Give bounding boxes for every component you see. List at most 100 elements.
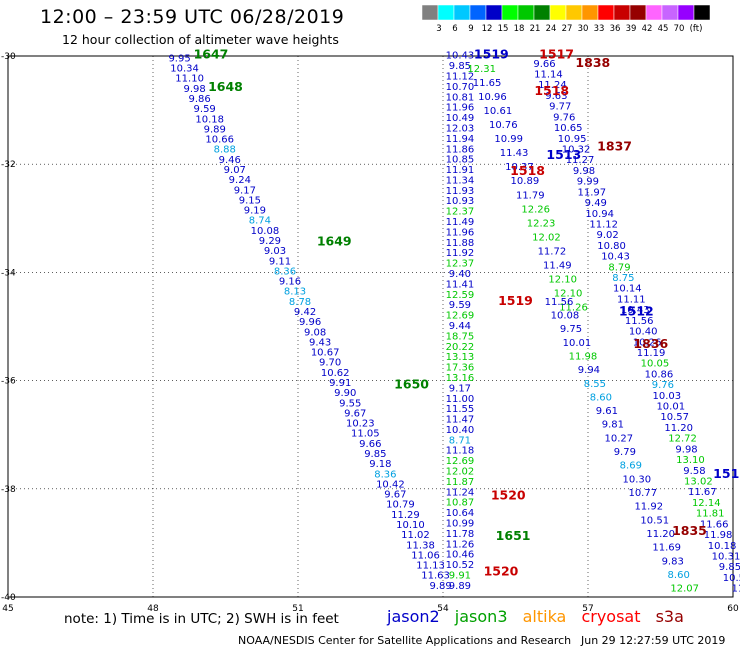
color-swatch (581, 4, 599, 21)
color-swatch (613, 4, 631, 21)
swh-value: 11.66 (700, 519, 729, 530)
swh-value: 9.44 (449, 321, 471, 332)
color-swatch (661, 4, 679, 21)
swh-value: 11.97 (578, 187, 607, 198)
swh-value: 11.81 (696, 509, 725, 520)
map-frame (7, 55, 734, 598)
swh-value: 8.79 (608, 262, 630, 273)
swh-value: 11.96 (446, 103, 475, 114)
color-swatch (597, 4, 615, 21)
swh-value: 9.59 (194, 104, 216, 115)
swh-value: 13.16 (446, 373, 475, 384)
swh-value: 10.96 (478, 92, 507, 103)
swh-value: 9.86 (189, 94, 211, 105)
swh-value: 12.03 (446, 123, 475, 134)
swh-value: 8.36 (274, 266, 296, 277)
color-scale-label: 6 (452, 24, 457, 34)
swh-value: 11.00 (446, 394, 475, 405)
lat-tick-label: -34 (1, 268, 16, 278)
swh-value: 9.42 (294, 307, 316, 318)
swh-value: 8.55 (584, 379, 606, 390)
lon-tick-label: 54 (437, 604, 449, 614)
swh-value: 10.43 (446, 51, 475, 62)
generated-timestamp: Jun 29 12:27:59 UTC 2019 (581, 634, 726, 647)
pass-time-label: 1836 (633, 336, 668, 351)
swh-value: 11.55 (446, 404, 475, 415)
map-border (7, 55, 734, 598)
swh-value: 10.18 (195, 114, 224, 125)
swh-value: 12.69 (446, 311, 475, 322)
swh-value: 11.79 (516, 190, 545, 201)
swh-value: 11.34 (446, 175, 475, 186)
swh-value: 11.29 (391, 510, 420, 521)
swh-value: 8.60 (590, 392, 612, 403)
pass-time-label: 1835 (672, 523, 707, 538)
swh-value: 11.98 (704, 530, 733, 541)
swh-value: 8.60 (668, 570, 690, 581)
color-scale-label: 12 (482, 24, 493, 34)
swh-value: 9.85 (719, 562, 740, 573)
swh-value: 9.29 (259, 236, 281, 247)
swh-value: 11.78 (446, 529, 475, 540)
track-e: 11.56 10.08 9.75 10.01 11.98 9.94 8.55 8.60 9.61… (545, 297, 699, 595)
swh-value: 10.80 (597, 241, 626, 252)
lon-tick-label: 48 (147, 604, 159, 614)
swh-value: 9.96 (299, 317, 321, 328)
color-scale-label: 42 (642, 24, 653, 34)
swh-value: 9.63 (545, 91, 567, 102)
swh-value: 20.22 (446, 342, 475, 353)
swh-value: 11.98 (569, 351, 598, 362)
swh-value: 9.17 (449, 383, 471, 394)
color-swatch (629, 4, 647, 21)
swh-value: 11.88 (446, 238, 475, 249)
swh-value: 9.18 (369, 459, 391, 470)
pass-time-label: 1651 (496, 528, 531, 543)
color-swatch (565, 4, 583, 21)
swh-value: 10.43 (601, 252, 630, 263)
swh-value: 9.17 (234, 185, 256, 196)
swh-value: 11.96 (446, 227, 475, 238)
color-scale-label: 24 (546, 24, 557, 34)
lat-tick-label: -36 (1, 377, 16, 387)
page-title: 12:00 – 23:59 UTC 06/28/2019 (40, 6, 345, 28)
swh-value: 11.94 (446, 134, 475, 145)
swh-value: 10.94 (585, 209, 614, 220)
swh-value: 11.20 (646, 529, 675, 540)
swh-value: 9.81 (602, 420, 624, 431)
pass-time-label: 1648 (208, 79, 243, 94)
swh-value: 10.30 (622, 474, 651, 485)
color-scale-label: 30 (578, 24, 589, 34)
swh-value: 12.37 (446, 207, 475, 218)
legend-jason2: jason2 (387, 607, 440, 626)
swh-value: 11.87 (446, 477, 475, 488)
swh-value: 10.70 (446, 82, 475, 93)
swh-value: 11.93 (446, 186, 475, 197)
swh-value: 18.75 (446, 331, 475, 342)
swh-value: 9.89 (449, 581, 471, 592)
legend-altika: altika (522, 607, 567, 626)
lon-tick-label: 57 (582, 604, 593, 614)
swh-value: 9.24 (229, 175, 251, 186)
pass-time-label: 1647 (194, 47, 229, 62)
color-scale-label: 3 (436, 24, 441, 34)
swh-value: 8.88 (214, 145, 236, 156)
swh-value: 10.01 (656, 402, 685, 413)
swh-value: 9.98 (675, 444, 697, 455)
swh-value: 11.47 (446, 415, 475, 426)
pass-time-label: 1519 (498, 293, 533, 308)
swh-value: 10.05 (641, 359, 670, 370)
swh-value: 11.20 (664, 423, 693, 434)
swh-value: 12.23 (527, 218, 556, 229)
lon-tick-label: 60 (727, 604, 739, 614)
swh-value: 11.86 (446, 144, 475, 155)
track-d: 9.6611.1411.249.639.779.7610.6510.9510.3… (533, 59, 740, 595)
swh-value: 10.26 (633, 337, 662, 348)
color-scale-label: 21 (530, 24, 541, 34)
track-c: 12.31 11.65 10.96 10.61 10.76 10.99 11.43 10.37… (467, 64, 587, 313)
color-scale-label: 18 (514, 24, 525, 34)
swh-value: 11.41 (446, 279, 475, 290)
swh-value: 11.92 (446, 248, 475, 259)
swh-value: 11.05 (351, 429, 380, 440)
